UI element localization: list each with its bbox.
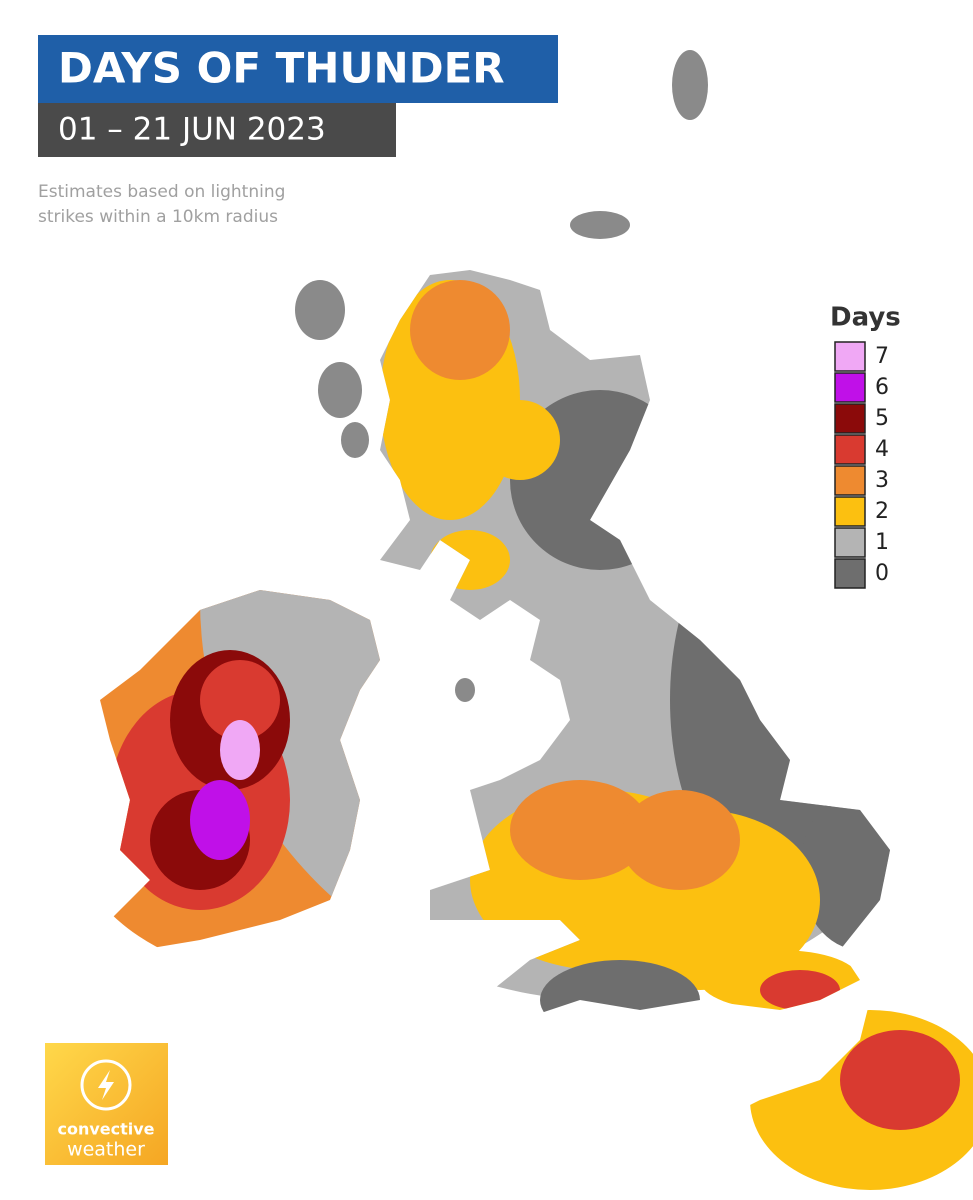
legend-swatch: [834, 372, 866, 403]
subtitle: 01 – 21 JUN 2023: [58, 112, 326, 148]
legend-label: 7: [875, 344, 889, 369]
legend-label: 6: [875, 375, 889, 400]
legend-swatch: [834, 434, 866, 465]
legend-label: 3: [875, 468, 889, 493]
thunder-area: [800, 790, 920, 950]
thunder-area: [510, 780, 650, 880]
legend-swatch: [834, 403, 866, 434]
thunder-area: [190, 780, 250, 860]
legend-label: 5: [875, 406, 889, 431]
thunder-area: [200, 660, 280, 740]
logo-icon: [80, 1059, 132, 1111]
thunder-area: [220, 720, 260, 780]
legend-label: 0: [875, 561, 889, 586]
logo-text: convective: [57, 1120, 154, 1139]
legend-title: Days: [830, 303, 901, 333]
thunder-area: [410, 280, 510, 380]
thunder-area: [480, 400, 560, 480]
legend-swatch: [834, 496, 866, 527]
legend-label: 1: [875, 530, 889, 555]
thunder-area: [430, 530, 510, 590]
note: Estimates based on lightning: [38, 182, 285, 202]
legend-swatch: [834, 527, 866, 558]
thunder-area: [540, 960, 700, 1040]
thunder-area: [840, 1030, 960, 1130]
legend-swatch: [834, 558, 866, 589]
islands: [295, 50, 708, 702]
title-box: [38, 35, 558, 103]
note: strikes within a 10km radius: [38, 207, 278, 227]
legend: 7 6 5 4 3 2 1 0: [834, 341, 889, 589]
logo-bolt: [98, 1070, 114, 1100]
logo: [45, 1043, 168, 1165]
legend-swatch: [834, 341, 866, 372]
legend-swatch: [834, 465, 866, 496]
thunder-area: [760, 970, 840, 1010]
logo-text: weather: [67, 1139, 145, 1161]
legend-label: 2: [875, 499, 889, 524]
legend-label: 4: [875, 437, 889, 462]
subtitle-box: [38, 103, 396, 157]
title: DAYS OF THUNDER: [58, 44, 505, 93]
thunder-area: [620, 790, 740, 890]
